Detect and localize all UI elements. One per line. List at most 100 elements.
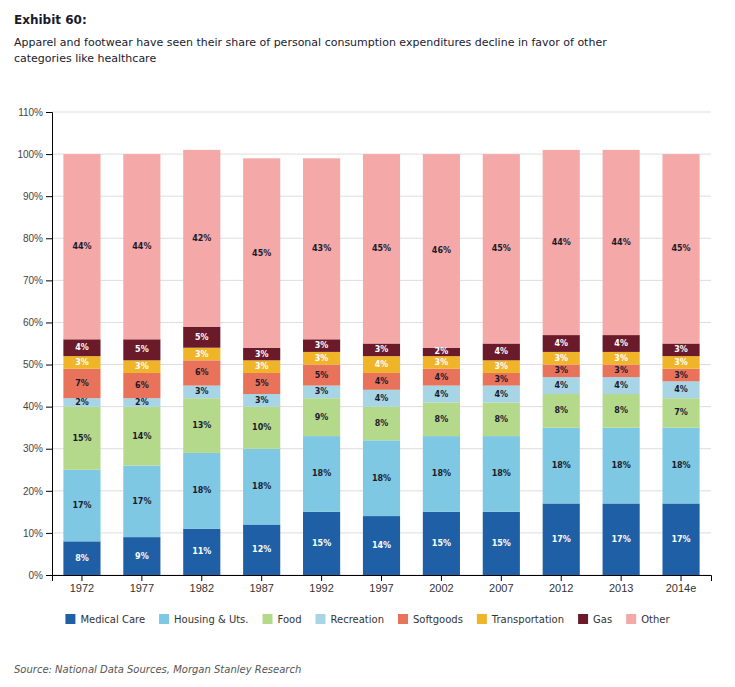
x-axis: 1972197719821987199219972002200720122013… (53, 575, 712, 594)
bar-segment (363, 516, 400, 575)
data-label: 7% (75, 379, 89, 388)
data-label: 45% (372, 244, 391, 253)
data-label: 3% (674, 345, 688, 354)
legend-item: Housing & Uts. (159, 614, 248, 625)
bar-segment (483, 512, 520, 575)
bar-segment (243, 348, 280, 361)
bar-segment (483, 154, 520, 343)
y-tick-mark (46, 154, 52, 155)
y-tick-label: 100% (17, 149, 43, 160)
y-tick-label: 70% (23, 275, 43, 286)
bar-segment (123, 339, 160, 360)
bar-segment (603, 150, 640, 335)
legend-swatch (398, 614, 408, 624)
legend-swatch (477, 614, 487, 624)
bar-segment (243, 158, 280, 347)
x-tick-label: 2013 (609, 582, 633, 594)
bar-segment (243, 394, 280, 407)
bar-segment (123, 398, 160, 406)
bar-segment (483, 402, 520, 436)
data-label: 4% (614, 381, 628, 390)
bar-segment (123, 537, 160, 575)
bar-segment (483, 360, 520, 373)
x-tick-mark (621, 575, 622, 581)
data-label: 18% (671, 461, 690, 470)
legend-item: Medical Care (65, 614, 145, 625)
data-labels: 8%9%11%12%15%14%15%15%17%17%17%17%17%18%… (72, 234, 690, 563)
data-label: 17% (132, 497, 151, 506)
x-tick-mark (81, 575, 82, 581)
data-label: 3% (375, 345, 389, 354)
data-label: 3% (135, 362, 149, 371)
bar-segment (363, 356, 400, 373)
y-axis-line (46, 113, 53, 576)
data-label: 45% (252, 249, 271, 258)
bar-segment (363, 440, 400, 516)
x-tick-label: 1977 (130, 582, 154, 594)
data-label: 17% (72, 501, 91, 510)
bar-segment (603, 394, 640, 428)
data-label: 18% (432, 469, 451, 478)
x-tick-label: 1972 (70, 582, 94, 594)
legend-swatch (578, 614, 588, 624)
x-tick: 1997 (369, 575, 393, 594)
bar-segment (543, 335, 580, 352)
bar-segment (63, 154, 100, 339)
data-label: 45% (492, 244, 511, 253)
x-tick-mark (321, 575, 322, 581)
data-label: 4% (75, 343, 89, 352)
data-label: 5% (135, 345, 149, 354)
bar-segment (423, 386, 460, 403)
x-tick-mark (441, 575, 442, 581)
y-tick-mark (46, 196, 52, 197)
data-label: 15% (492, 539, 511, 548)
x-tick-label: 1982 (190, 582, 214, 594)
data-label: 15% (432, 539, 451, 548)
x-axis-line (53, 576, 712, 582)
bar-segment (243, 360, 280, 373)
series (63, 360, 699, 398)
data-label: 17% (671, 535, 690, 544)
data-label: 3% (195, 350, 209, 359)
bar-segment (303, 398, 340, 436)
bar-segment (423, 402, 460, 436)
bar-segment (603, 503, 640, 575)
x-tick: 1987 (249, 575, 273, 594)
data-label: 3% (255, 362, 269, 371)
chart: Exhibit 60:Apparel and footwear have see… (0, 0, 735, 687)
y-tick-label: 80% (23, 233, 43, 244)
y-tick-label: 40% (23, 401, 43, 412)
bar-segment (662, 428, 699, 504)
bar-segment (183, 360, 220, 385)
data-label: 17% (552, 535, 571, 544)
y-tick-mark (46, 575, 52, 576)
bar-segment (662, 154, 699, 343)
legend-item: Softgoods (398, 614, 463, 625)
data-label: 3% (315, 354, 329, 363)
bar-segment (303, 386, 340, 399)
x-tick: 1972 (70, 575, 94, 594)
plot: 8%9%11%12%15%14%15%15%17%17%17%17%17%18%… (17, 107, 711, 594)
data-label: 15% (312, 539, 331, 548)
x-tick-label: 2014e (666, 582, 697, 594)
data-label: 3% (674, 358, 688, 367)
bar-segment (423, 356, 460, 369)
data-label: 2% (75, 398, 89, 407)
y-tick-mark (46, 449, 52, 450)
bar-segment (303, 339, 340, 352)
data-label: 3% (554, 354, 568, 363)
x-tick: 2012 (549, 575, 573, 594)
x-tick-mark (141, 575, 142, 581)
subtitle-line: categories like healthcare (14, 52, 156, 65)
bar-segment (123, 373, 160, 398)
y-tick-mark (46, 280, 52, 281)
series (63, 150, 699, 348)
bar-segment (543, 377, 580, 394)
bar-segment (183, 398, 220, 453)
y-tick-label: 30% (23, 443, 43, 454)
y-tick-mark (46, 365, 52, 366)
bar-segment (662, 503, 699, 575)
bar-segment (603, 365, 640, 378)
x-tick-mark (501, 575, 502, 581)
bar-segment (303, 365, 340, 386)
